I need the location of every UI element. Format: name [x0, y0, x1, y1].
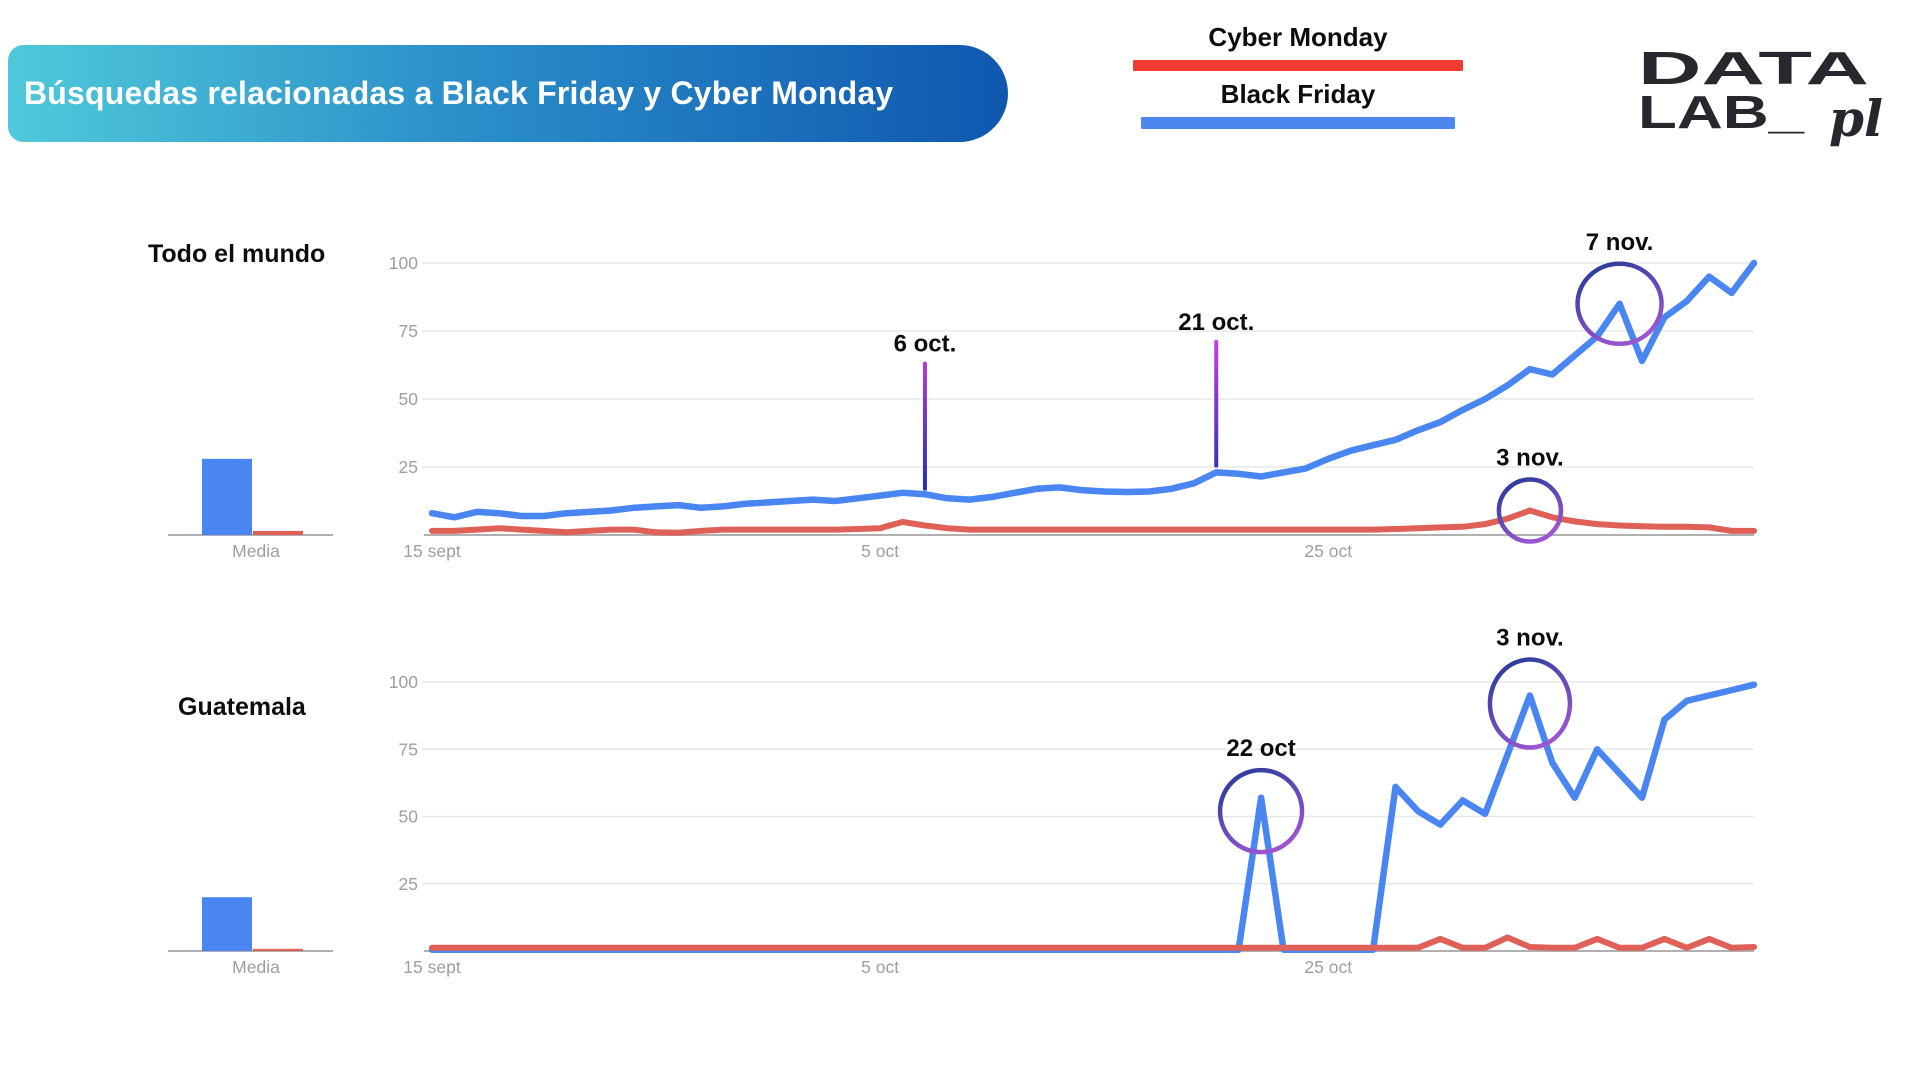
media-bar-black-friday — [202, 897, 252, 951]
y-tick-label-50: 50 — [399, 389, 419, 409]
annotation-label: 3 nov. — [1496, 445, 1564, 472]
media-label: Media — [232, 541, 280, 561]
logo-word-data: DATA — [1638, 42, 1869, 94]
annotation-circle — [1575, 261, 1664, 347]
x-tick-label: 5 oct — [861, 541, 899, 561]
series-line-cyber-monday — [429, 507, 1757, 536]
y-tick-label-100: 100 — [389, 253, 418, 273]
media-bar-cyber-monday — [253, 530, 303, 535]
legend-swatch-black-friday — [1141, 117, 1455, 129]
header-banner: Búsquedas relacionadas a Black Friday y … — [8, 45, 1008, 142]
y-tick-label-25: 25 — [399, 457, 418, 477]
media-bar-cyber-monday — [253, 948, 303, 951]
logo-word-lab: LAB_ — [1638, 86, 1805, 138]
y-tick-label-25: 25 — [399, 874, 418, 894]
y-tick-label-100: 100 — [389, 672, 418, 692]
chart1-title: Todo el mundo — [148, 240, 326, 268]
logo-suffix-pl: pl — [1829, 89, 1883, 148]
legend-item-cyber-monday: Cyber Monday — [1133, 22, 1463, 71]
media-label: Media — [232, 957, 280, 977]
x-tick-label: 25 oct — [1304, 541, 1352, 561]
y-tick-label-50: 50 — [399, 807, 419, 827]
datalab-logo: DATA LAB_ pl — [1638, 42, 1883, 148]
chart2-title: Guatemala — [178, 693, 306, 721]
annotation-label: 21 oct. — [1178, 309, 1254, 336]
annotation-label: 3 nov. — [1496, 625, 1564, 652]
y-tick-label-75: 75 — [399, 739, 418, 759]
legend-label-black-friday: Black Friday — [1220, 79, 1376, 109]
media-bar-black-friday — [202, 458, 252, 535]
legend: Cyber Monday Black Friday — [1133, 22, 1463, 129]
x-tick-label: 15 sept — [403, 541, 461, 561]
x-tick-label: 5 oct — [861, 957, 899, 977]
x-tick-label: 25 oct — [1304, 957, 1352, 977]
annotation-circle — [1496, 477, 1564, 544]
annotation-circle — [1217, 767, 1305, 855]
legend-swatch-cyber-monday — [1133, 60, 1463, 71]
series-line-black-friday — [428, 259, 1758, 521]
legend-label-cyber-monday: Cyber Monday — [1208, 22, 1388, 52]
annotation-label: 6 oct. — [894, 331, 957, 358]
annotation-label: 7 nov. — [1586, 229, 1654, 256]
y-tick-label-75: 75 — [399, 321, 418, 341]
annotation-label: 22 oct — [1226, 735, 1295, 762]
annotation-circle — [1487, 657, 1573, 750]
page-title: Búsquedas relacionadas a Black Friday y … — [24, 75, 894, 111]
x-tick-label: 15 sept — [403, 957, 461, 977]
series-line-cyber-monday — [429, 934, 1757, 951]
legend-item-black-friday: Black Friday — [1133, 79, 1463, 129]
